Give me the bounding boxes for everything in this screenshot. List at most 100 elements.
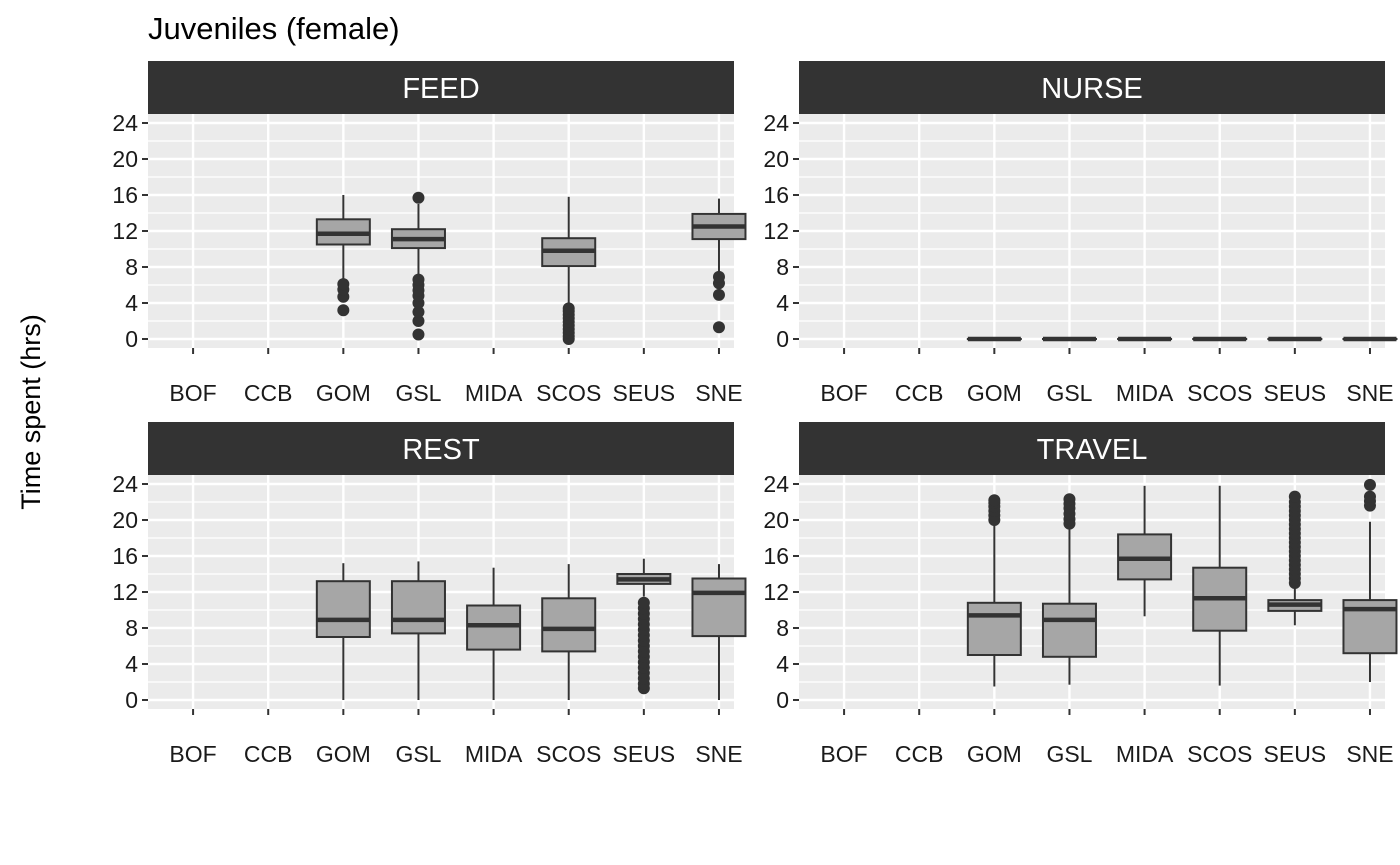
box-scos: [541, 564, 597, 700]
y-tick-label: 20: [112, 146, 138, 172]
x-tick-label: MIDA: [1116, 741, 1174, 767]
x-tick-label: SCOS: [536, 741, 601, 767]
y-tick-label: 0: [125, 326, 138, 352]
box-iqr: [315, 580, 371, 639]
y-tick-label: 20: [112, 507, 138, 533]
x-tick-label: GOM: [316, 380, 371, 406]
y-axis-title: Time spent (hrs): [16, 314, 46, 510]
x-tick-label: SEUS: [613, 741, 676, 767]
x-tick-label: GOM: [967, 380, 1022, 406]
x-tick-label: MIDA: [1116, 380, 1174, 406]
facet-strip-label: FEED: [402, 73, 479, 105]
outlier-point: [562, 302, 575, 315]
facet-grid: FEED 0 4 8 12 16 20 24 BOF CCB GOM GSL MIDA SCOS SEUS S…: [112, 61, 1398, 767]
x-tick-label: SNE: [1346, 380, 1393, 406]
y-tick-label: 0: [125, 687, 138, 713]
y-tick-label: 16: [112, 543, 138, 569]
y-tick-label: 24: [112, 471, 138, 497]
facet-strip: [148, 422, 734, 475]
y-tick-label: 24: [112, 110, 138, 136]
x-tick-label: CCB: [244, 741, 293, 767]
box-scos: [1192, 485, 1248, 686]
x-tick-label: SNE: [695, 741, 742, 767]
x-tick-label: BOF: [169, 380, 216, 406]
y-tick-label: 12: [112, 579, 138, 605]
x-tick-label: MIDA: [465, 380, 523, 406]
facet-strip: [148, 61, 734, 114]
outlier-point: [1288, 490, 1301, 503]
x-tick-label: CCB: [895, 741, 944, 767]
box-scos: [541, 196, 597, 345]
outlier-point: [1363, 490, 1376, 503]
box-gom: [315, 563, 371, 700]
y-tick-label: 8: [125, 254, 138, 280]
x-tick-label: SEUS: [1264, 741, 1327, 767]
x-tick-label: GSL: [395, 380, 441, 406]
chart-title: Juveniles (female): [148, 11, 400, 46]
y-tick-label: 16: [763, 543, 789, 569]
x-tick-label: BOF: [820, 380, 867, 406]
box-mida: [1117, 485, 1173, 617]
x-tick-label: SEUS: [613, 380, 676, 406]
box-iqr: [390, 580, 446, 635]
x-tick-label: SCOS: [1187, 741, 1252, 767]
outlier-point: [412, 328, 425, 341]
outlier-point: [1363, 478, 1376, 491]
box-iqr: [541, 597, 597, 653]
box-gsl: [390, 561, 446, 700]
y-tick-label: 0: [776, 687, 789, 713]
box-seus: [1267, 490, 1323, 626]
outlier-point: [712, 321, 725, 334]
y-tick-label: 12: [763, 218, 789, 244]
facet-strip-label: TRAVEL: [1037, 434, 1148, 466]
y-tick-label: 20: [763, 507, 789, 533]
y-tick-label: 20: [763, 146, 789, 172]
box-iqr: [966, 601, 1022, 656]
facet-strip: [799, 61, 1385, 114]
y-tick-label: 24: [763, 471, 789, 497]
box-gom: [315, 195, 371, 317]
box-sne: [1342, 478, 1398, 682]
y-tick-label: 4: [776, 651, 789, 677]
y-tick-label: 8: [776, 254, 789, 280]
box-sne: [691, 564, 747, 700]
box-gsl: [390, 191, 446, 341]
x-tick-label: GOM: [967, 741, 1022, 767]
outlier-point: [412, 273, 425, 286]
y-tick-label: 8: [125, 615, 138, 641]
box-gsl: [1041, 493, 1097, 685]
x-tick-label: BOF: [820, 741, 867, 767]
x-tick-label: SNE: [1346, 741, 1393, 767]
box-mida: [466, 567, 522, 700]
x-tick-label: GSL: [1046, 380, 1092, 406]
facet-feed: FEED 0 4 8 12 16 20 24 BOF CCB GOM GSL MIDA SCOS SEUS S…: [112, 61, 747, 406]
y-tick-label: 4: [776, 290, 789, 316]
facet-strip: [799, 422, 1385, 475]
y-tick-label: 12: [763, 579, 789, 605]
x-tick-label: GSL: [1046, 741, 1092, 767]
outlier-point: [412, 315, 425, 327]
x-tick-label: CCB: [895, 380, 944, 406]
outlier-point: [988, 494, 1001, 507]
facet-strip-label: NURSE: [1041, 73, 1143, 105]
outlier-point: [337, 278, 350, 291]
x-tick-label: SCOS: [536, 380, 601, 406]
outlier-point: [712, 270, 725, 283]
x-tick-label: SNE: [695, 380, 742, 406]
y-tick-label: 12: [112, 218, 138, 244]
x-tick-label: GOM: [316, 741, 371, 767]
box-iqr: [691, 577, 747, 638]
box-sne: [691, 198, 747, 334]
outlier-point: [637, 596, 650, 609]
x-tick-label: GSL: [395, 741, 441, 767]
x-tick-label: CCB: [244, 380, 293, 406]
x-tick-label: SEUS: [1264, 380, 1327, 406]
facet-strip-label: REST: [402, 434, 480, 466]
y-tick-label: 0: [776, 326, 789, 352]
y-tick-label: 8: [776, 615, 789, 641]
y-tick-label: 24: [763, 110, 789, 136]
x-tick-label: SCOS: [1187, 380, 1252, 406]
facet-nurse: NURSE 0 4 8 12 16 20 24 BOF CCB GOM GSL MIDA SCOS SEUS…: [763, 61, 1398, 406]
box-seus: [616, 558, 672, 695]
